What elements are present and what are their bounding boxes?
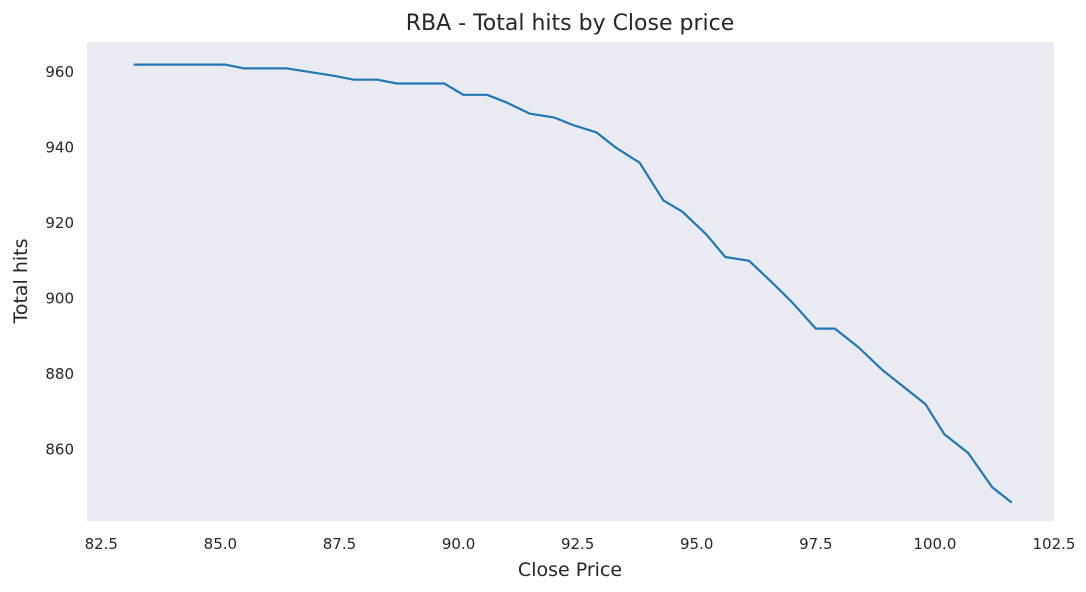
chart-title: RBA - Total hits by Close price <box>406 11 735 36</box>
y-tick-label: 880 <box>45 365 74 383</box>
x-tick-label: 102.5 <box>1033 535 1076 553</box>
x-tick-label: 85.0 <box>204 535 237 553</box>
y-axis: 860 880 900 920 940 960 <box>45 63 74 458</box>
x-tick-label: 100.0 <box>913 535 956 553</box>
y-tick-label: 960 <box>45 63 74 81</box>
x-tick-label: 92.5 <box>561 535 594 553</box>
x-tick-label: 95.0 <box>680 535 713 553</box>
y-axis-label: Total hits <box>10 238 32 324</box>
y-tick-label: 920 <box>45 214 74 232</box>
x-axis: 82.5 85.0 87.5 90.0 92.5 95.0 97.5 100.0 102.5 <box>85 535 1076 553</box>
y-tick-label: 860 <box>45 440 74 458</box>
y-tick-label: 900 <box>45 289 74 307</box>
x-axis-label: Close Price <box>518 559 622 581</box>
y-tick-label: 940 <box>45 139 74 157</box>
x-tick-label: 97.5 <box>799 535 832 553</box>
x-tick-label: 87.5 <box>323 535 356 553</box>
x-tick-label: 90.0 <box>442 535 475 553</box>
x-tick-label: 82.5 <box>85 535 118 553</box>
series-line <box>133 63 1013 504</box>
series-layer <box>133 63 1013 504</box>
plot-area-background <box>87 42 1054 521</box>
